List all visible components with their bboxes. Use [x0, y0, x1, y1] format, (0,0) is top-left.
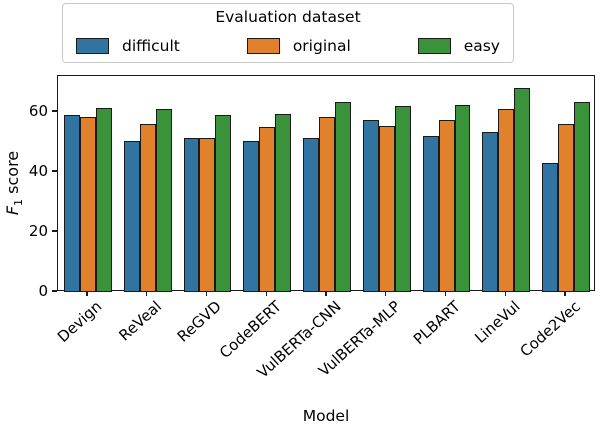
x-tick-mark-ReGVD	[205, 291, 208, 296]
legend-entries: difficult original easy	[63, 37, 513, 55]
y-axis-label-text: F1 score	[3, 151, 25, 215]
bar-VulBERTa-CNN-original	[319, 116, 335, 292]
x-tick-label-LineVul: LineVul	[471, 297, 524, 347]
x-tick-label-PLBART: PLBART	[409, 297, 464, 349]
legend-entry-easy: easy	[417, 37, 500, 55]
x-tick-label-Devign: Devign	[53, 297, 106, 347]
ylabel-subscript: 1	[12, 198, 26, 206]
bar-CodeBERT-easy	[275, 113, 292, 292]
x-tick-label-ReGVD: ReGVD	[173, 297, 225, 346]
bar-ReGVD-difficult	[183, 137, 200, 292]
bar-PLBART-difficult	[422, 136, 439, 292]
x-tick-mark-CodeBERT	[265, 291, 267, 296]
bar-VulBERTa-CNN-difficult	[303, 137, 320, 292]
y-tick-mark-60	[52, 110, 57, 112]
plot-area	[57, 75, 595, 292]
legend-swatch-difficult	[76, 38, 109, 54]
x-tick-mark-ReVeal	[146, 291, 148, 296]
legend-swatch-original	[246, 38, 280, 54]
legend: Evaluation dataset difficult original easy	[62, 3, 514, 63]
bar-ReGVD-easy	[215, 115, 232, 292]
x-tick-label-ReVeal: ReVeal	[115, 297, 166, 345]
bar-Devign-difficult	[63, 115, 80, 292]
x-tick-mark-Devign	[86, 291, 88, 296]
legend-label-difficult: difficult	[122, 37, 180, 55]
bar-ReVeal-difficult	[123, 140, 140, 292]
legend-swatch-easy	[417, 38, 451, 54]
bar-PLBART-easy	[454, 104, 471, 292]
bar-VulBERTa-MLP-difficult	[362, 119, 379, 292]
legend-label-original: original	[292, 37, 351, 55]
bar-ReVeal-original	[139, 124, 156, 292]
x-tick-mark-PLBART	[444, 291, 447, 296]
x-tick-mark-LineVul	[504, 291, 506, 296]
x-tick-mark-Code2Vec	[564, 291, 566, 296]
x-tick-mark-VulBERTa-MLP	[385, 291, 387, 296]
x-tick-mark-VulBERTa-CNN	[325, 291, 327, 296]
bar-Devign-easy	[95, 107, 112, 292]
bar-CodeBERT-original	[259, 127, 276, 292]
y-tick-label-20: 20	[28, 222, 48, 240]
bar-VulBERTa-MLP-original	[378, 125, 395, 292]
legend-entry-original: original	[246, 37, 351, 55]
ylabel-f: F	[2, 205, 22, 216]
bar-ReVeal-easy	[155, 109, 172, 292]
bar-VulBERTa-CNN-easy	[334, 101, 351, 292]
bar-Devign-original	[79, 116, 96, 292]
y-tick-mark-20	[52, 230, 57, 232]
bar-Code2Vec-original	[558, 124, 575, 292]
bar-ReGVD-original	[199, 137, 216, 292]
bar-PLBART-original	[438, 119, 455, 292]
bar-LineVul-easy	[514, 88, 531, 292]
bar-VulBERTa-MLP-easy	[394, 106, 411, 292]
legend-label-easy: easy	[463, 37, 500, 55]
y-tick-label-60: 60	[28, 102, 48, 120]
y-tick-label-0: 0	[38, 282, 48, 300]
bar-LineVul-original	[498, 109, 515, 292]
x-axis-label: Model	[302, 407, 350, 425]
y-tick-mark-40	[52, 170, 57, 172]
bar-LineVul-difficult	[482, 131, 499, 292]
bar-CodeBERT-difficult	[243, 140, 260, 292]
y-tick-label-40: 40	[28, 162, 48, 180]
bar-Code2Vec-easy	[574, 101, 591, 292]
x-tick-label-Code2Vec: Code2Vec	[516, 297, 584, 361]
legend-entry-difficult: difficult	[76, 37, 180, 55]
bar-Code2Vec-difficult	[542, 163, 559, 292]
legend-title: Evaluation dataset	[215, 8, 361, 26]
y-tick-mark-0	[52, 290, 57, 292]
